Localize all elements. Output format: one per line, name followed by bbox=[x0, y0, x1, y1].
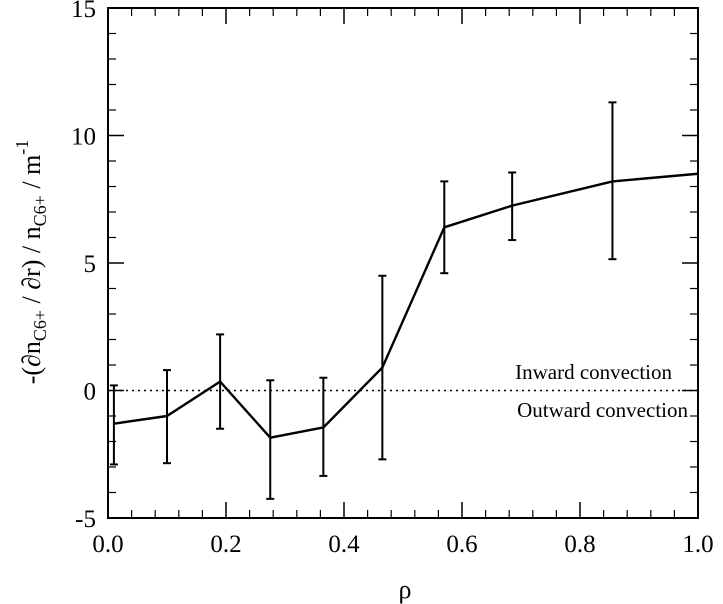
y-axis-title: -(∂nC6+ / ∂r) / nC6+ / m-1 bbox=[12, 140, 50, 385]
error-bar bbox=[266, 379, 275, 500]
error-bar bbox=[508, 171, 517, 242]
x-tick-label: 0.2 bbox=[210, 531, 241, 558]
x-tick-label: 0.0 bbox=[92, 531, 123, 558]
annotation-inward-convection: Inward convection bbox=[515, 360, 672, 384]
x-tick-label: 0.4 bbox=[328, 531, 360, 558]
y-axis-title-sub2: C6+ bbox=[30, 195, 50, 226]
y-axis-title-prefix: -(∂n bbox=[17, 341, 46, 384]
x-axis-title: ρ bbox=[399, 575, 412, 604]
axes-layer: 0.0 0.2 0.4 0.6 0.8 1.0 -5 0 5 10 15 bbox=[71, 0, 714, 558]
x-tick-label: 1.0 bbox=[682, 531, 713, 558]
y-axis-title-sub1: C6+ bbox=[30, 310, 50, 341]
plot-frame bbox=[107, 7, 699, 519]
error-bar bbox=[109, 384, 118, 466]
annotation-outward-convection: Outward convection bbox=[517, 398, 688, 422]
error-bar bbox=[440, 180, 449, 275]
y-axis-title-unit-sup: -1 bbox=[12, 140, 32, 155]
error-bar bbox=[319, 376, 328, 477]
error-bar bbox=[608, 101, 617, 261]
y-tick-label: 10 bbox=[71, 124, 96, 151]
series-line bbox=[113, 172, 699, 439]
y-tick-label: 0 bbox=[84, 379, 97, 406]
x-tick-label: 0.8 bbox=[564, 531, 595, 558]
data-layer bbox=[109, 101, 699, 500]
y-tick-label: 5 bbox=[84, 251, 97, 278]
y-axis-title-unit: / m bbox=[17, 155, 46, 195]
x-tick-label: 0.6 bbox=[446, 531, 477, 558]
y-axis-title-middle: / ∂r) / n bbox=[17, 226, 46, 310]
y-tick-label: -5 bbox=[75, 506, 96, 533]
error-bar bbox=[163, 369, 171, 465]
y-tick-label: 15 bbox=[71, 0, 96, 23]
error-bar bbox=[378, 274, 387, 461]
error-bar bbox=[216, 333, 225, 430]
